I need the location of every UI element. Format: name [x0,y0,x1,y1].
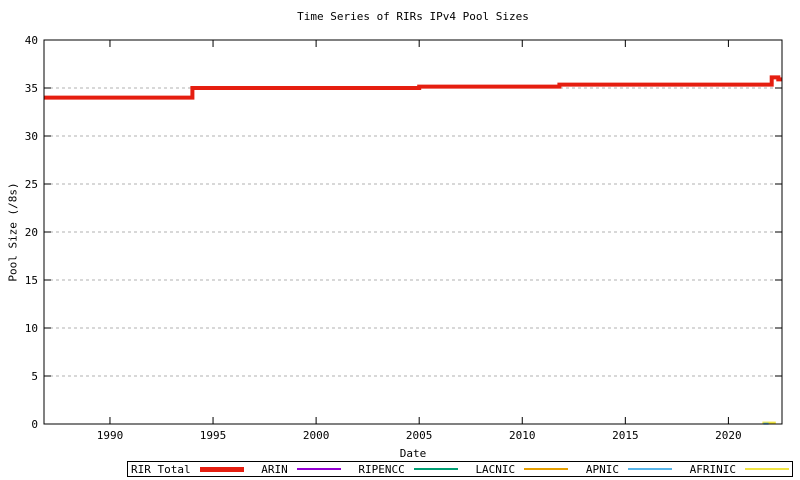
legend-label: AFRINIC [689,462,736,476]
legend-label: RIPENCC [358,462,405,476]
ytick-label-25: 25 [25,178,38,191]
legend-line-sample [524,468,569,470]
legend-entry-lacnic: LACNIC [475,462,569,476]
xtick-label-2015: 2015 [612,429,639,442]
xtick-label-1990: 1990 [97,429,124,442]
legend-line-sample [413,468,458,470]
ytick-label-40: 40 [25,34,38,47]
legend-line-sample [296,468,341,470]
xtick-label-2010: 2010 [509,429,536,442]
legend-entry-arin: ARIN [261,463,341,476]
x-axis-label: Date [399,447,427,460]
ytick-label-30: 30 [25,130,38,143]
xtick-label-1995: 1995 [200,429,227,442]
legend-label: ARIN [261,462,288,476]
legend-entry-afrinic: AFRINIC [690,463,789,476]
ytick-label-35: 35 [25,82,38,95]
xtick-label-2020: 2020 [715,429,742,442]
ytick-label-10: 10 [25,322,38,335]
y-axis-label: Pool Size (/8s) [6,182,20,282]
legend-label: RIR Total [131,462,191,476]
ytick-label-20: 20 [25,226,38,239]
legend-box: RIR Total ARIN RIPENCC LACNIC APNIC AFRINIC [127,461,793,477]
xtick-label-2005: 2005 [406,429,433,442]
legend-entry-apnic: APNIC [586,463,672,476]
xtick-label-2000: 2000 [303,429,330,442]
ytick-label-5: 5 [31,370,38,383]
ytick-label-15: 15 [25,274,38,287]
legend-entry-rir-total: RIR Total [131,463,244,476]
legend-line-sample [744,468,789,470]
legend-line-sample [627,468,672,470]
legend-line-sample [199,466,244,472]
chart-title: Time Series of RIRs IPv4 Pool Sizes [297,10,529,23]
ytick-label-0: 0 [31,418,38,431]
legend-label: LACNIC [475,462,516,476]
legend-label: APNIC [585,462,619,476]
legend-entry-ripencc: RIPENCC [358,462,458,476]
series-line-rir-total [44,75,782,100]
